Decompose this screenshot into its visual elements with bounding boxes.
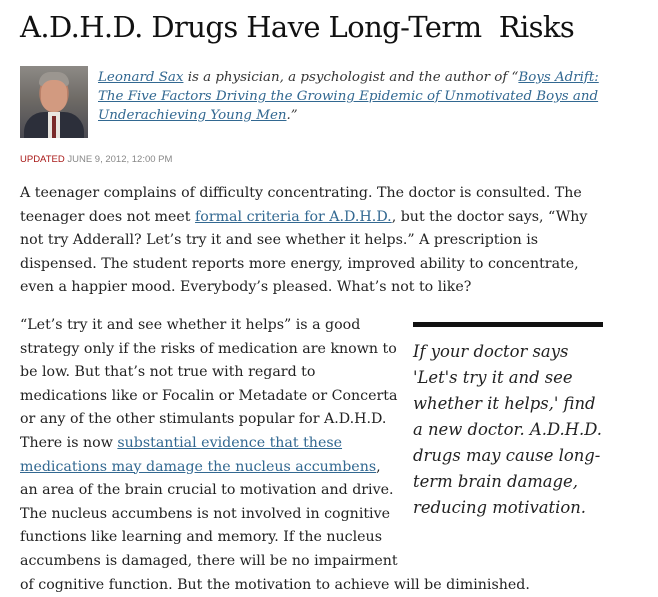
paragraph-2-text-a: “Let’s try it and see whether it helps” … — [20, 317, 398, 451]
book-title-link[interactable]: Boys Adrift: The Five Factors Driving th… — [98, 70, 599, 123]
pull-quote-text: If your doctor says 'Let's try it and se… — [413, 342, 603, 517]
updated-timestamp: UPDATED JUNE 9, 2012, 12:00 PM — [20, 154, 172, 165]
updated-date: JUNE 9, 2012, 12:00 PM — [64, 154, 173, 165]
author-bio-end: .” — [286, 108, 298, 123]
article-headline: A.D.H.D. Drugs Have Long-Term Risks — [20, 10, 575, 44]
author-bio: Leonard Sax is a physician, a psychologi… — [98, 68, 618, 125]
paragraph-2-text-b: , an area of the brain crucial to motiva… — [20, 458, 398, 569]
paragraph-2-last-line: of cognitive function. But the motivatio… — [20, 576, 530, 593]
updated-label: UPDATED — [20, 154, 65, 165]
paragraph-1-text-a: A teenager complains of difficulty conce… — [20, 185, 582, 225]
paragraph-1-text-b: , but the doctor says, “Why not try Adde… — [20, 208, 588, 296]
adhd-criteria-link[interactable]: formal criteria for A.D.H.D. — [195, 208, 392, 225]
nucleus-accumbens-evidence-link[interactable]: substantial evidence that these medicati… — [20, 434, 377, 475]
author-name-link[interactable]: Leonard Sax — [98, 70, 184, 85]
paragraph-1: A teenager complains of difficulty conce… — [20, 182, 610, 300]
pull-quote: If your doctor says 'Let's try it and se… — [413, 322, 603, 521]
author-bio-text: is a physician, a psychologist and the a… — [183, 70, 519, 85]
author-photo — [20, 66, 88, 138]
paragraph-2: “Let’s try it and see whether it helps” … — [20, 314, 530, 597]
